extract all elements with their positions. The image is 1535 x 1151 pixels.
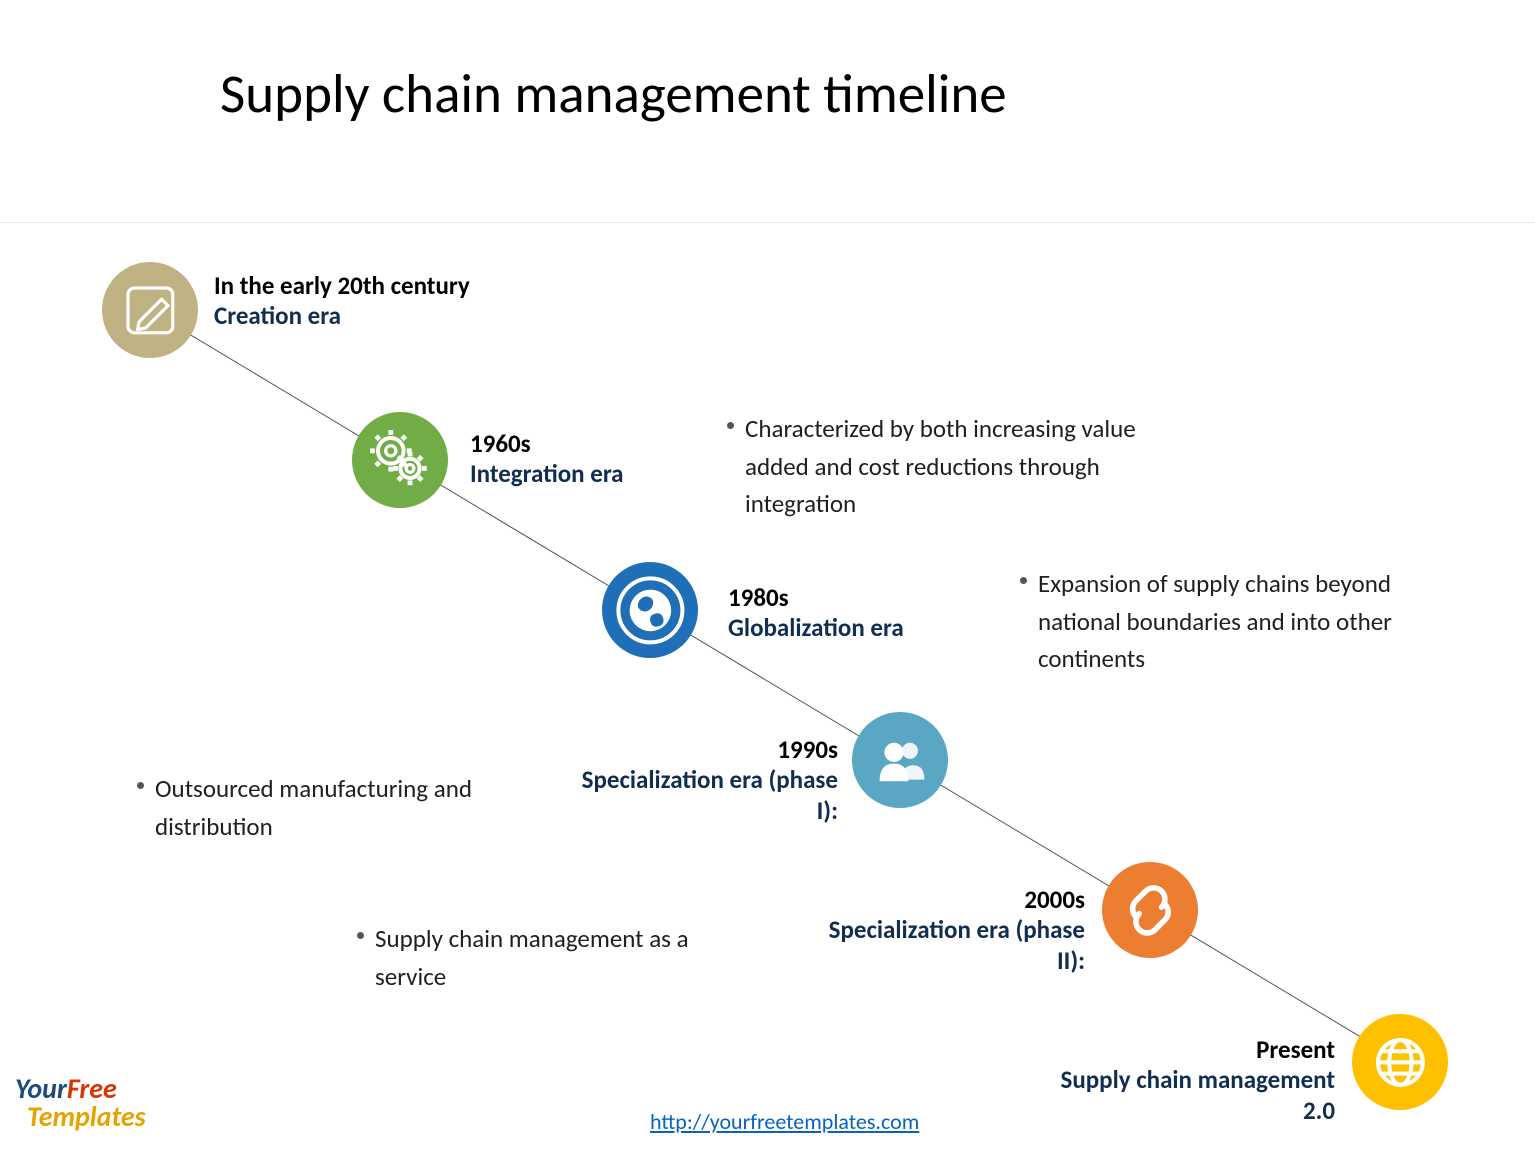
bullet-icon: [1020, 577, 1027, 584]
page-title: Supply chain management timeline: [220, 60, 1007, 127]
bullet-icon: [727, 422, 734, 429]
globe-continents-icon: [602, 562, 698, 658]
node-description: Supply chain management as a service: [375, 920, 755, 995]
node-era: Integration era: [470, 458, 750, 489]
node-date: Present: [1055, 1034, 1335, 1065]
pencil-square-icon: [102, 262, 198, 358]
infographic-canvas: Supply chain management timeline In the e…: [0, 0, 1535, 1151]
node-era: Globalization era: [728, 612, 1008, 643]
gears-icon: [352, 412, 448, 508]
chain-link-icon: [1102, 862, 1198, 958]
node-era: Supply chain management 2.0: [1055, 1064, 1335, 1127]
globe-grid-icon: [1352, 1014, 1448, 1110]
node-era: Creation era: [214, 300, 494, 331]
people-icon: [852, 712, 948, 808]
node-date: 1990s: [558, 734, 838, 765]
bullet-icon: [357, 932, 364, 939]
node-date: In the early 20th century: [214, 270, 494, 301]
node-era: Specialization era (phase I):: [558, 764, 838, 827]
node-description: Characterized by both increasing value a…: [745, 410, 1175, 523]
node-description: Expansion of supply chains beyond nation…: [1038, 565, 1408, 678]
node-date: 1960s: [470, 428, 750, 459]
node-date: 2000s: [805, 884, 1085, 915]
node-date: 1980s: [728, 582, 1008, 613]
logo: YourFreeTemplates: [15, 1075, 146, 1131]
bullet-icon: [137, 782, 144, 789]
divider: [0, 222, 1535, 223]
footer-link[interactable]: http://yourfreetemplates.com: [650, 1108, 919, 1135]
node-description: Outsourced manufacturing and distributio…: [155, 770, 495, 845]
node-era: Specialization era (phase II):: [805, 914, 1085, 977]
